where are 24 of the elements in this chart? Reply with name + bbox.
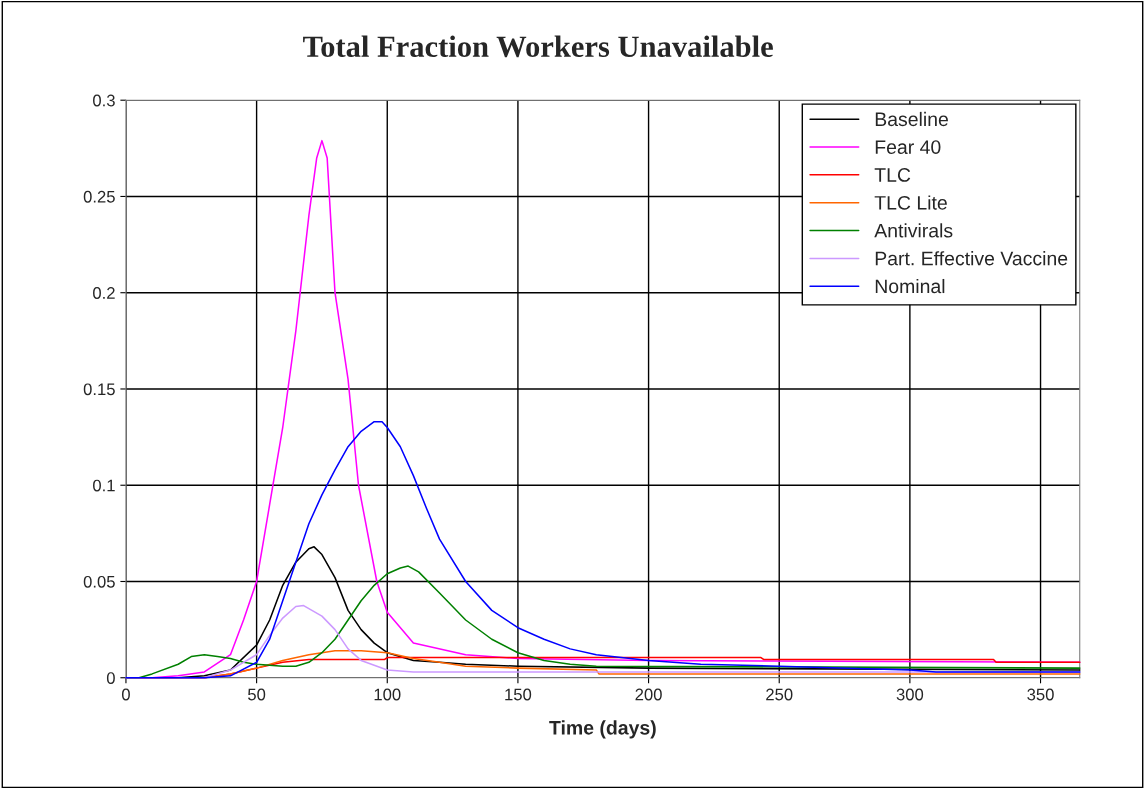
- y-tick-label: 0.1: [93, 479, 115, 492]
- y-tick-label: 0.25: [83, 190, 115, 203]
- x-tick-label: 0: [121, 688, 130, 701]
- y-tick-label: 0.05: [83, 575, 115, 588]
- legend-label: Fear 40: [875, 140, 941, 154]
- legend-label: Antivirals: [874, 223, 953, 238]
- legend-label: Part. Effective Vaccine: [875, 251, 1068, 266]
- legend-label: TLC Lite: [874, 195, 947, 210]
- x-tick-label: 50: [248, 688, 266, 701]
- x-tick-label: 150: [505, 688, 532, 701]
- y-tick-label: 0.15: [83, 383, 115, 396]
- x-tick-label: 350: [1027, 688, 1054, 701]
- chart-title: Total Fraction Workers Unavailable: [303, 35, 773, 58]
- legend-label: Nominal: [875, 278, 945, 294]
- legend-label: Baseline: [875, 111, 948, 127]
- x-axis-title: Time (days): [549, 720, 656, 739]
- y-tick-label: 0.2: [93, 287, 115, 299]
- x-tick-label: 200: [635, 688, 662, 701]
- y-tick-label: 0: [106, 672, 115, 684]
- legend-label: TLC: [874, 168, 911, 182]
- y-tick-label: 0.3: [93, 94, 115, 107]
- x-tick-label: 100: [374, 688, 401, 701]
- x-tick-label: 300: [896, 688, 924, 701]
- x-tick-label: 250: [766, 688, 793, 701]
